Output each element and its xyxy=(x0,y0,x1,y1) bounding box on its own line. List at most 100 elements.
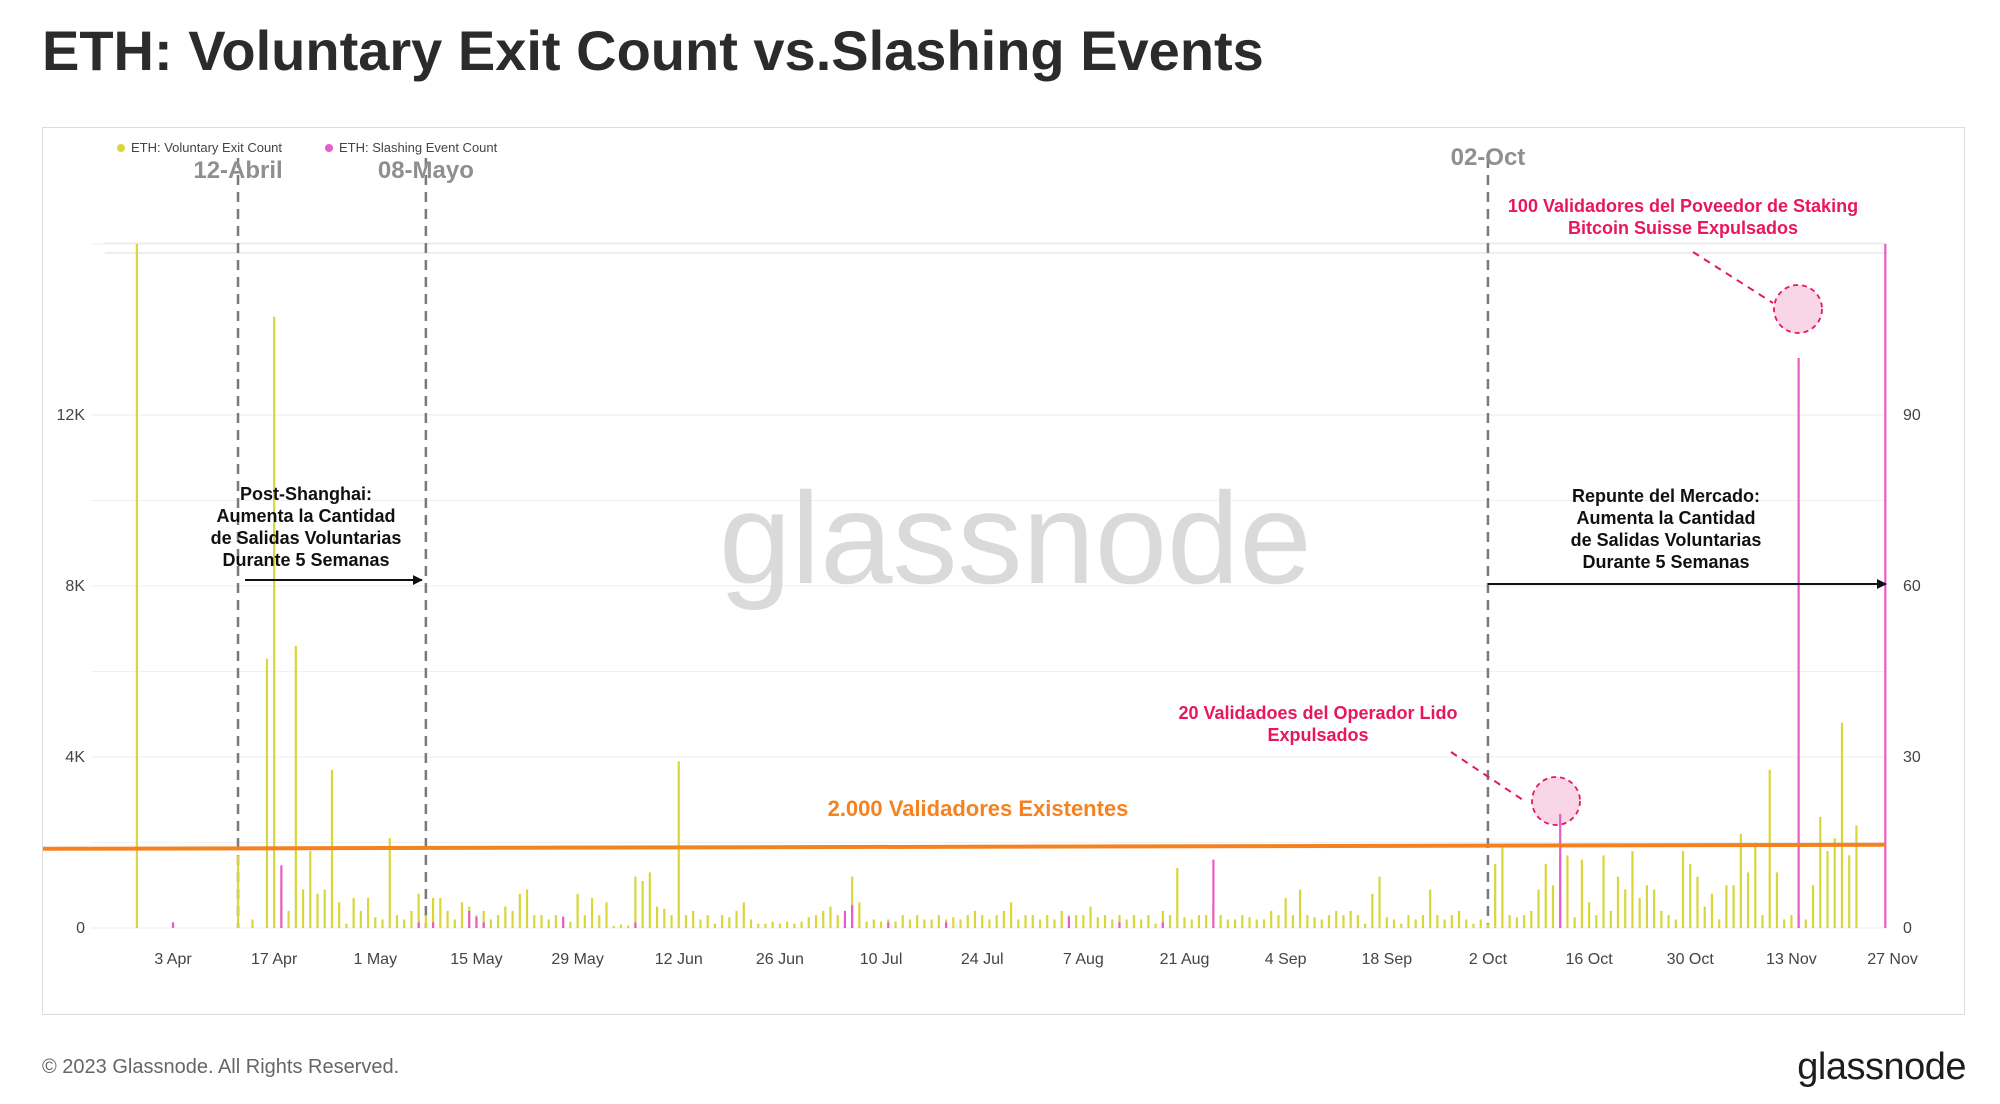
exit-bar xyxy=(1392,919,1396,928)
exit-bar xyxy=(822,910,825,928)
y-right-tick-label: 30 xyxy=(1903,749,1921,766)
exit-bar xyxy=(742,902,745,928)
exit-bar xyxy=(439,898,442,928)
exit-bar xyxy=(771,921,774,928)
exit-bar xyxy=(424,915,427,928)
exit-bar xyxy=(1335,910,1338,928)
exit-bar xyxy=(1631,851,1634,928)
exit-bar xyxy=(1855,825,1858,928)
y-left-tick-label: 0 xyxy=(76,920,85,937)
exit-bar xyxy=(1168,915,1172,928)
exit-bar xyxy=(1674,919,1677,928)
exit-bar xyxy=(525,889,529,928)
slashing-bar xyxy=(562,916,565,928)
exit-bar xyxy=(995,915,998,928)
exit-bar xyxy=(699,919,702,928)
exit-bar xyxy=(713,923,716,928)
exit-bar xyxy=(1017,919,1020,928)
exit-bar xyxy=(1125,919,1128,928)
exit-bar xyxy=(287,910,290,928)
exit-bar xyxy=(1768,769,1771,928)
exit-bar xyxy=(1082,915,1085,928)
exit-bar xyxy=(1183,917,1186,928)
exit-bar xyxy=(1140,919,1143,928)
exit-bar xyxy=(1819,816,1822,928)
exit-bar xyxy=(533,915,536,928)
validators-threshold-line xyxy=(43,842,1887,851)
exit-bar xyxy=(1826,851,1829,928)
exit-bar xyxy=(511,910,514,928)
y-left-tick-label: 8K xyxy=(65,578,85,595)
exit-bar xyxy=(1103,915,1107,928)
exit-bar xyxy=(1775,872,1779,928)
exit-bar xyxy=(590,898,594,928)
exit-bar xyxy=(908,919,912,928)
exit-bar xyxy=(1421,915,1425,928)
exit-bar xyxy=(1046,915,1049,928)
exit-bar xyxy=(294,645,297,928)
exit-bar xyxy=(598,915,601,928)
exit-bar xyxy=(1739,833,1742,928)
exit-bar xyxy=(634,876,637,928)
legend-marker-slashing xyxy=(325,144,333,152)
exit-bar xyxy=(1132,915,1136,928)
exit-bar xyxy=(1703,906,1706,928)
exit-bar xyxy=(1645,885,1648,928)
exit-bar xyxy=(1053,919,1056,928)
slashing-bar xyxy=(1797,358,1800,928)
y-left-tick-label: 4K xyxy=(65,749,85,766)
exit-bar xyxy=(1696,876,1699,928)
exit-bar xyxy=(1075,915,1078,928)
exit-bar xyxy=(1277,915,1280,928)
exit-bar xyxy=(403,919,406,928)
slashing-bar xyxy=(468,910,471,928)
slashing-bar xyxy=(1559,814,1562,928)
exit-bar xyxy=(807,917,810,928)
x-tick-label: 17 Apr xyxy=(251,951,298,968)
exit-bar xyxy=(432,898,435,928)
bitcoin-suisse-label: 100 Validadores del Poveedor de Staking xyxy=(1508,196,1858,216)
exit-bar xyxy=(1414,919,1417,928)
exit-bar xyxy=(1479,919,1482,928)
exit-bar xyxy=(1472,923,1475,928)
exit-bar xyxy=(1667,915,1670,928)
exit-bar xyxy=(1349,910,1352,928)
exit-bar xyxy=(1270,910,1273,928)
exit-bar xyxy=(1710,893,1714,928)
exit-bar xyxy=(569,921,572,928)
exit-bar xyxy=(1746,872,1750,928)
exit-bar xyxy=(446,910,449,928)
exit-bar xyxy=(1024,915,1027,928)
x-tick-label: 13 Nov xyxy=(1766,951,1817,968)
slashing-bar xyxy=(280,865,283,928)
exit-bar xyxy=(966,915,969,928)
slashing-bar xyxy=(417,922,420,928)
exit-bar xyxy=(851,876,854,928)
exit-bar xyxy=(1096,917,1099,928)
x-tick-label: 7 Aug xyxy=(1063,951,1104,968)
slashing-bar xyxy=(482,922,485,928)
exit-bar xyxy=(1573,917,1576,928)
exit-bar xyxy=(1038,919,1042,928)
marker-label: 08-Mayo xyxy=(378,157,474,184)
x-tick-label: 16 Oct xyxy=(1566,951,1614,968)
exit-bar xyxy=(1450,915,1453,928)
exit-bar xyxy=(1089,906,1092,928)
exit-bar xyxy=(865,921,868,928)
exit-bar xyxy=(829,906,832,928)
bitcoin-suisse-label: Bitcoin Suisse Expulsados xyxy=(1568,218,1798,238)
x-tick-label: 3 Apr xyxy=(154,951,192,968)
exit-bar xyxy=(959,919,962,928)
copyright: © 2023 Glassnode. All Rights Reserved. xyxy=(42,1056,400,1078)
slashing-bar xyxy=(432,922,435,928)
exit-bar xyxy=(1291,915,1294,928)
exit-bar xyxy=(1118,915,1121,928)
exit-bar xyxy=(916,915,919,928)
post-shanghai-label: Post-Shanghai: xyxy=(240,484,372,504)
exit-bar xyxy=(1262,919,1266,928)
lido-label: 20 Validadoes del Operador Lido xyxy=(1178,703,1457,723)
exit-bar xyxy=(366,898,370,928)
slashing-bar xyxy=(1212,859,1215,928)
exit-bar xyxy=(612,925,615,928)
x-tick-label: 24 Jul xyxy=(961,951,1004,968)
